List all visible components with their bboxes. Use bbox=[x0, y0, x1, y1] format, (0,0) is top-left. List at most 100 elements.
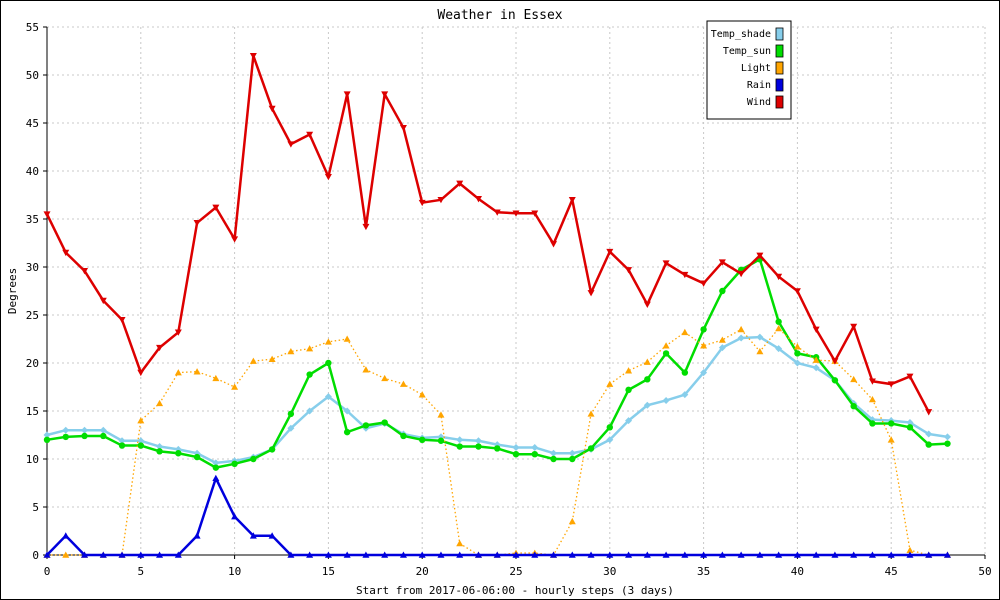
data-point-temp-shade bbox=[118, 437, 126, 445]
y-tick-label: 5 bbox=[32, 501, 39, 514]
data-point-wind bbox=[156, 344, 164, 352]
data-point-temp-shade bbox=[662, 396, 670, 404]
data-point-rain bbox=[437, 551, 445, 558]
data-point-rain bbox=[775, 551, 783, 558]
data-point-temp-sun bbox=[850, 403, 857, 410]
data-point-rain bbox=[43, 551, 51, 558]
data-point-rain bbox=[868, 551, 876, 558]
data-point-temp-sun bbox=[944, 440, 951, 447]
legend-swatch-rain bbox=[775, 78, 784, 92]
data-point-temp-sun bbox=[287, 410, 295, 418]
data-point-wind bbox=[868, 378, 876, 385]
data-point-temp-shade bbox=[531, 443, 539, 451]
x-tick-label: 15 bbox=[322, 565, 335, 578]
data-point-temp-shade bbox=[212, 459, 220, 467]
data-point-temp-sun bbox=[43, 436, 51, 443]
data-point-wind bbox=[568, 197, 576, 204]
series-layer bbox=[43, 53, 951, 558]
data-point-wind bbox=[550, 241, 558, 248]
grid bbox=[46, 26, 986, 556]
data-point-temp-shade bbox=[81, 426, 89, 434]
data-point-temp-sun bbox=[381, 419, 388, 426]
data-point-light bbox=[287, 347, 295, 355]
data-point-light bbox=[906, 546, 914, 553]
data-point-temp-sun bbox=[156, 448, 163, 455]
data-point-temp-sun bbox=[494, 445, 501, 452]
data-point-wind bbox=[587, 290, 595, 297]
data-point-wind bbox=[474, 196, 482, 203]
data-point-temp-shade bbox=[43, 431, 51, 439]
data-point-light bbox=[756, 347, 764, 355]
data-point-rain bbox=[474, 551, 482, 558]
data-point-wind bbox=[43, 211, 51, 218]
y-tick-label: 50 bbox=[26, 69, 39, 82]
legend-label-temp-shade: Temp_shade bbox=[711, 29, 771, 40]
data-point-rain bbox=[137, 551, 145, 558]
data-point-rain bbox=[287, 551, 295, 558]
data-point-temp-shade bbox=[512, 443, 520, 451]
data-point-rain bbox=[850, 551, 858, 558]
data-point-rain bbox=[212, 474, 220, 481]
y-axis-title: Degrees bbox=[6, 268, 19, 314]
data-point-wind bbox=[456, 180, 464, 187]
y-tick-label: 25 bbox=[26, 309, 39, 322]
data-point-rain bbox=[718, 551, 726, 558]
data-point-rain bbox=[906, 551, 914, 558]
data-point-wind bbox=[362, 223, 370, 231]
data-point-rain bbox=[456, 551, 464, 558]
data-point-temp-shade bbox=[812, 364, 820, 372]
data-point-light bbox=[62, 551, 70, 558]
legend-label-rain: Rain bbox=[747, 80, 771, 91]
data-point-rain bbox=[925, 551, 933, 558]
data-point-rain bbox=[831, 551, 839, 558]
data-point-temp-sun bbox=[569, 455, 576, 463]
data-point-rain bbox=[99, 551, 107, 558]
y-tick-label: 20 bbox=[26, 357, 39, 370]
data-point-light bbox=[587, 410, 595, 417]
data-point-rain bbox=[756, 551, 764, 558]
data-point-wind bbox=[512, 210, 520, 217]
data-point-temp-shade bbox=[306, 407, 314, 415]
y-tick-label: 15 bbox=[26, 405, 39, 418]
data-point-wind bbox=[831, 358, 839, 365]
data-point-light bbox=[868, 395, 876, 403]
data-point-temp-sun bbox=[531, 451, 538, 458]
data-point-temp-sun bbox=[250, 455, 257, 463]
y-tick-label: 40 bbox=[26, 165, 39, 178]
data-point-light bbox=[362, 366, 370, 373]
data-point-temp-shade bbox=[756, 333, 764, 341]
data-point-wind bbox=[381, 91, 389, 98]
data-point-wind bbox=[606, 248, 614, 256]
series-line-rain bbox=[46, 476, 948, 557]
legend-label-wind: Wind bbox=[747, 97, 771, 108]
data-point-wind bbox=[399, 125, 407, 132]
data-point-light bbox=[156, 399, 164, 407]
data-point-wind bbox=[62, 249, 70, 257]
x-tick-label: 20 bbox=[416, 565, 429, 578]
data-point-light bbox=[606, 380, 614, 387]
data-point-rain bbox=[587, 551, 595, 558]
legend-label-light: Light bbox=[741, 63, 771, 74]
data-point-temp-shade bbox=[550, 449, 558, 457]
data-point-temp-shade bbox=[906, 419, 914, 427]
data-point-light bbox=[568, 517, 576, 525]
data-point-wind bbox=[193, 220, 201, 227]
data-point-wind bbox=[99, 297, 107, 305]
data-point-light bbox=[268, 355, 276, 362]
x-tick-label: 45 bbox=[885, 565, 898, 578]
data-point-light bbox=[343, 335, 351, 342]
data-point-temp-sun bbox=[719, 287, 726, 295]
legend-swatch-temp-sun bbox=[775, 44, 784, 58]
data-point-temp-shade bbox=[99, 426, 107, 434]
data-point-wind bbox=[793, 288, 801, 295]
data-point-temp-shade bbox=[775, 345, 783, 353]
data-point-temp-sun bbox=[681, 369, 689, 376]
data-point-rain bbox=[943, 551, 951, 558]
legend-swatch-temp-shade bbox=[775, 27, 784, 41]
data-point-rain bbox=[62, 532, 70, 539]
data-point-temp-shade bbox=[568, 449, 576, 457]
x-tick-label: 0 bbox=[44, 565, 51, 578]
data-point-temp-shade bbox=[943, 433, 951, 441]
